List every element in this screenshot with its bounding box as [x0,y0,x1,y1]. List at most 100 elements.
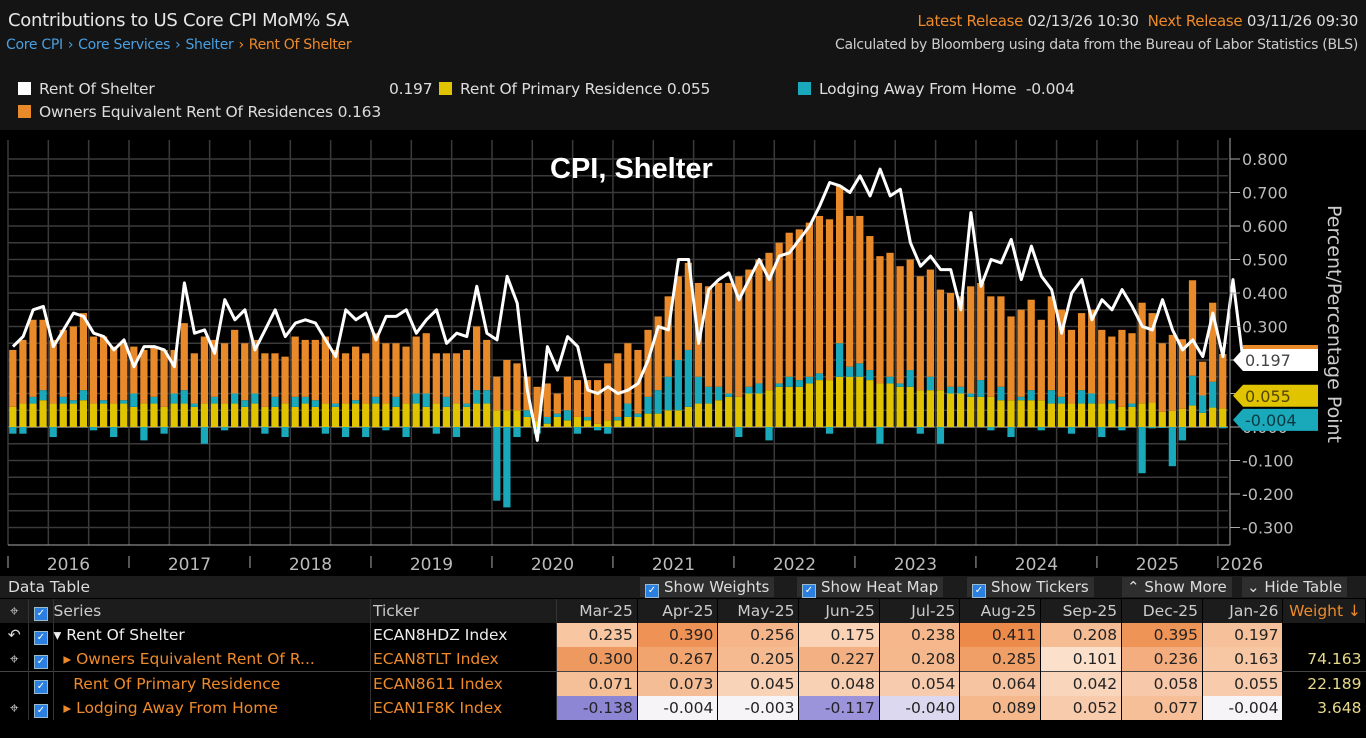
column-header-period[interactable]: Jun-25 [798,599,880,623]
crosshair-icon[interactable]: ⌖ [0,647,30,672]
column-header-period[interactable]: Jan-26 [1202,599,1284,623]
row-checkbox[interactable]: ✓ [28,696,54,720]
bar-segment [714,282,723,387]
breadcrumb-shelter[interactable]: Shelter [185,37,234,53]
legend-item-owners-equivalent-rent[interactable]: Owners Equivalent Rent Of Residences 0.1… [18,103,381,121]
y-tick-label: 0.400 [1242,284,1288,303]
bar-segment [1118,406,1126,427]
value-cell: -0.117 [798,696,880,720]
bar-segment [432,403,440,427]
bar-segment [956,296,965,387]
bar-segment [352,400,360,404]
table-row[interactable]: ⌖ ✓ ▸ Lodging Away From Home ECAN1F8K Inde… [0,696,1366,720]
ticker-cell[interactable]: ECAN8HDZ Index [370,623,558,647]
column-header-series[interactable]: Series [53,599,371,623]
bar-segment [1219,427,1227,429]
checkbox-checked-icon: ✓ [972,584,986,598]
series-name[interactable]: Rent Of Primary Residence [53,671,371,696]
bar-segment [452,403,461,427]
value-cell: -0.138 [556,696,638,720]
legend-item-rent-of-shelter[interactable]: Rent Of Shelter 0.197 [18,80,433,98]
column-header-period[interactable]: May-25 [717,599,800,623]
column-header-weight[interactable]: Weight ↓ [1282,599,1366,623]
ticker-cell[interactable]: ECAN8611 Index [370,671,558,696]
ticker-cell[interactable]: ECAN1F8K Index [370,696,558,720]
show-tickers-toggle[interactable]: ✓ Show Tickers [967,577,1094,598]
column-header-ticker[interactable]: Ticker [370,599,558,623]
bar-segment [362,403,370,427]
row-checkbox[interactable]: ✓ [28,647,54,672]
hide-table-button[interactable]: ⌄ Hide Table [1242,577,1348,597]
show-heat-map-toggle[interactable]: ✓ Show Heat Map [797,577,944,598]
value-cell: 0.163 [1202,647,1284,672]
expand-toggle-icon[interactable] [54,675,74,693]
select-all-checkbox[interactable]: ✓ [28,599,54,623]
row-checkbox[interactable]: ✓ [28,623,54,647]
table-title: Data Table [8,578,91,596]
bar-segment [553,416,561,427]
bar-segment [533,386,541,421]
breadcrumb-core-services[interactable]: Core Services [78,37,171,53]
bar-segment [835,343,844,377]
x-tick-label: 2023 [894,555,937,575]
value-cell: 0.071 [556,671,638,696]
column-header-period[interactable]: Sep-25 [1040,599,1123,623]
value-cell: 0.208 [879,647,961,672]
column-header-period[interactable]: Jul-25 [879,599,961,623]
series-label: Lodging Away From Home [76,699,278,717]
legend-item-rent-of-primary-residence[interactable]: Rent Of Primary Residence 0.055 [439,80,710,98]
expand-toggle-icon[interactable]: ▾ [53,626,67,644]
last-value-tag [1233,408,1318,431]
series-name[interactable]: ▾ Rent Of Shelter [53,623,371,647]
bar-segment [1098,427,1106,438]
column-header-period[interactable]: Apr-25 [637,599,719,623]
ticker-cell[interactable]: ECAN8TLT Index [370,647,558,672]
show-more-button[interactable]: ⌃ Show More [1122,577,1232,597]
legend-item-lodging-away-from-home[interactable]: Lodging Away From Home -0.004 [798,80,1075,98]
bar-segment [573,427,582,434]
expand-toggle-icon[interactable]: ▸ [53,699,77,717]
table-row[interactable]: ↶ ✓ ▾ Rent Of Shelter ECAN8HDZ Index 0.235 0.… [0,623,1366,647]
latest-release-value: 02/13/26 10:30 [1027,12,1139,30]
bar-segment [190,353,198,404]
breadcrumb-core-cpi[interactable]: Core CPI [6,37,63,53]
crosshair-icon[interactable]: ⌖ [0,696,30,720]
breadcrumb-separator: › [175,37,181,53]
column-header-period[interactable]: Mar-25 [556,599,638,623]
series-name[interactable]: ▸ Lodging Away From Home [53,696,371,720]
bar-segment [110,427,118,438]
legend-swatch-white [18,82,31,95]
bar-segment [1118,329,1126,407]
column-header-period[interactable]: Dec-25 [1121,599,1204,623]
series-name[interactable]: ▸ Owners Equivalent Rent Of R... [53,647,371,672]
table-row[interactable]: ✓ Rent Of Primary Residence ECAN8611 Inde… [0,671,1366,696]
legend-swatch-yellow [439,82,452,95]
bar-segment [1077,313,1086,391]
bar-segment [876,383,884,427]
crosshair-icon[interactable]: ⌖ [0,599,30,623]
weight-cell: 3.648 [1317,699,1362,717]
legend-swatch-teal [798,82,811,95]
bar-segment [503,410,511,427]
table-row[interactable]: ⌖ ✓ ▸ Owners Equivalent Rent Of R... ECAN8… [0,647,1366,672]
column-header-period[interactable]: Aug-25 [959,599,1042,623]
bar-segment [1138,302,1146,404]
row-checkbox[interactable]: ✓ [28,671,54,696]
bar-segment [543,416,551,424]
bar-segment [1027,299,1035,391]
bar-segment [664,376,672,411]
bar-segment [1027,400,1035,427]
value-cell: 0.390 [637,623,719,647]
x-tick-label: 2017 [168,555,211,575]
undo-icon[interactable]: ↶ [0,623,30,647]
show-weights-toggle[interactable]: ✓ Show Weights [640,577,775,598]
chart-plot[interactable]: 0.8000.7000.6000.5000.4000.3000.2000.100… [0,130,1366,575]
bar-segment [382,343,390,404]
bar-segment [59,396,67,404]
expand-toggle-icon[interactable]: ▸ [53,650,77,668]
bar-segment [79,313,88,391]
bar-segment [735,276,743,397]
bar-segment [1219,353,1227,409]
bar-segment [1098,329,1106,404]
bar-segment [1148,427,1156,429]
